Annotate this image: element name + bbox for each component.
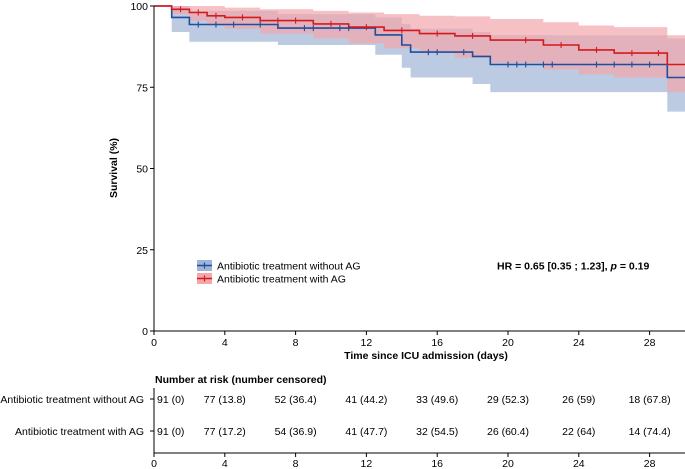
legend: Antibiotic treatment without AG Antibiot…: [197, 260, 361, 286]
x-axis-title: Time since ICU admission (days): [344, 350, 508, 362]
risk-cell: 32 (54.5): [416, 426, 458, 438]
survival-curve-with-ag: [154, 5, 685, 66]
risk-cell: 91 (0): [157, 394, 184, 406]
y-tick-label: 25: [136, 245, 148, 257]
x-tick-label: 24: [573, 337, 585, 349]
risk-cell: 29 (52.3): [487, 394, 529, 406]
risk-x-tick-label: 0: [151, 458, 157, 469]
hr-annotation-p: p: [610, 261, 618, 273]
risk-cell: 77 (17.2): [204, 426, 246, 438]
risk-cell: 14 (74.4): [629, 426, 671, 438]
risk-cell: 18 (67.8): [629, 394, 671, 406]
y-tick-label: 75: [136, 82, 148, 94]
hr-annotation-prefix: HR = 0.65 [0.35 ; 1.23],: [497, 261, 611, 273]
risk-x-tick-label: 28: [644, 458, 656, 469]
legend-label-with-ag: Antibiotic treatment with AG: [217, 274, 346, 286]
risk-x-tick-label: 12: [361, 458, 373, 469]
survival-curve-without-ag: [154, 5, 685, 79]
risk-cell: 52 (36.4): [275, 394, 317, 406]
risk-cell: 33 (49.6): [416, 394, 458, 406]
risk-row-label-with-ag: Antibiotic treatment with AG: [15, 426, 144, 438]
risk-cell: 41 (44.2): [345, 394, 387, 406]
risk-cell: 54 (36.9): [275, 426, 317, 438]
risk-row-label-without-ag: Antibiotic treatment without AG: [0, 394, 144, 406]
y-axis-title: Survival (%): [108, 138, 120, 198]
km-plot: 0 25 50 75 100 0 4 8 12 16 20 24 28 Survival (%) Ti…: [108, 1, 685, 362]
risk-cell: 26 (59): [562, 394, 595, 406]
risk-cell: 41 (47.7): [345, 426, 387, 438]
x-tick-label: 0: [151, 337, 157, 349]
risk-cell: 91 (0): [157, 426, 184, 438]
risk-cell: 77 (13.8): [204, 394, 246, 406]
x-tick-label: 20: [502, 337, 514, 349]
legend-label-without-ag: Antibiotic treatment without AG: [217, 261, 361, 273]
x-tick-label: 28: [644, 337, 656, 349]
risk-x-tick-label: 24: [573, 458, 585, 469]
y-tick-label: 0: [142, 326, 148, 338]
risk-table: Number at risk (number censored) Antibio…: [0, 374, 685, 469]
risk-x-tick-label: 20: [502, 458, 514, 469]
y-tick-label: 50: [136, 164, 148, 176]
x-tick-label: 4: [222, 337, 228, 349]
risk-cell: 22 (64): [562, 426, 595, 438]
y-tick-label: 100: [130, 1, 148, 13]
hr-annotation: HR = 0.65 [0.35 ; 1.23], p = 0.19: [497, 261, 650, 273]
x-tick-label: 12: [361, 337, 373, 349]
risk-table-title: Number at risk (number censored): [155, 374, 327, 386]
risk-cell: 26 (60.4): [487, 426, 529, 438]
risk-x-tick-label: 8: [293, 458, 299, 469]
x-tick-label: 16: [431, 337, 443, 349]
hr-annotation-suffix: = 0.19: [617, 261, 650, 273]
x-tick-label: 8: [293, 337, 299, 349]
risk-x-tick-label: 4: [222, 458, 228, 469]
risk-x-tick-label: 16: [431, 458, 443, 469]
